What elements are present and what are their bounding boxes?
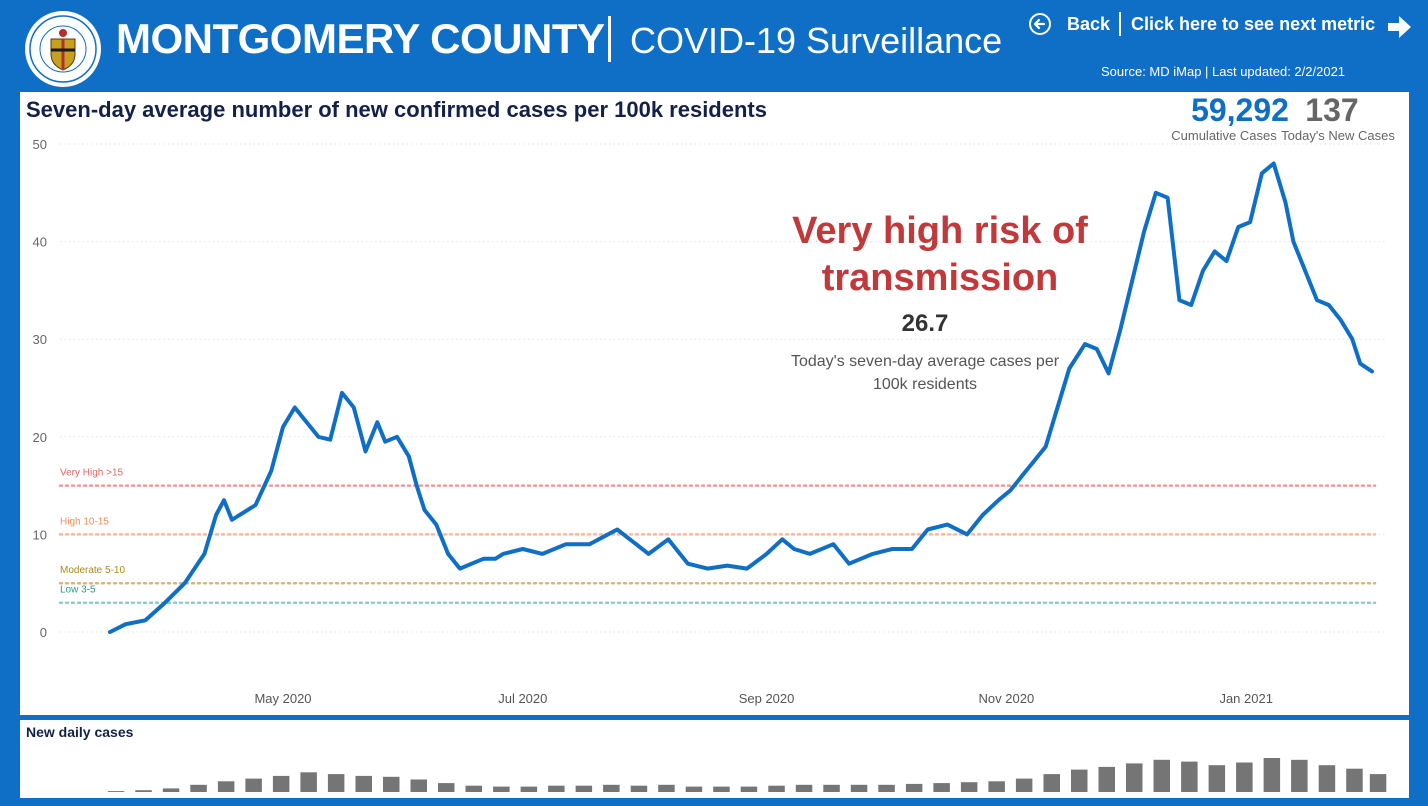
- daily-cases-bar: [1208, 765, 1226, 792]
- daily-cases-panel: New daily cases: [20, 720, 1409, 798]
- current-average-value: 26.7: [901, 310, 949, 337]
- y-tick-label: 10: [33, 527, 47, 542]
- daily-cases-bar: [135, 790, 152, 792]
- title-separator: [608, 16, 611, 62]
- x-tick-label: Jul 2020: [498, 691, 547, 706]
- threshold-label: Very High >15: [60, 468, 124, 479]
- daily-cases-bar: [1318, 765, 1336, 792]
- header: MONTGOMERY COUNTY COVID-19 Surveillance …: [0, 0, 1428, 92]
- daily-cases-bar: [410, 779, 427, 792]
- daily-cases-bar: [768, 785, 785, 792]
- daily-cases-bar: [933, 783, 950, 792]
- daily-cases-bar: [1236, 762, 1253, 792]
- daily-cases-bar: [1015, 778, 1033, 792]
- daily-cases-bar: [685, 786, 703, 792]
- x-tick-label: May 2020: [254, 691, 311, 706]
- x-tick-label: Sep 2020: [739, 691, 795, 706]
- next-arrow-icon[interactable]: [1384, 12, 1414, 42]
- threshold-label: High 10-15: [60, 516, 109, 527]
- daily-cases-bar: [272, 775, 290, 792]
- daily-cases-bar: [465, 785, 482, 792]
- daily-cases-bar: [300, 772, 317, 792]
- y-tick-label: 30: [33, 332, 47, 347]
- daily-cases-bar: [162, 788, 180, 792]
- daily-cases-bar: [438, 783, 455, 792]
- current-average-label: Today's seven-day average cases per 100k…: [790, 353, 1060, 393]
- back-button[interactable]: Back: [1067, 14, 1111, 34]
- daily-cases-bar: [1181, 761, 1198, 792]
- daily-cases-bar: [823, 784, 840, 792]
- y-tick-label: 50: [33, 137, 47, 152]
- y-tick-label: 20: [33, 430, 47, 445]
- county-title: MONTGOMERY COUNTY: [116, 15, 605, 62]
- county-seal-logo: [25, 11, 101, 87]
- daily-cases-bar: [878, 784, 895, 792]
- daily-cases-bar: [548, 785, 565, 792]
- daily-cases-bar: [905, 783, 923, 792]
- daily-cases-bar: [713, 786, 730, 792]
- risk-level-text: Very high risk of transmission: [792, 210, 1088, 299]
- daily-cases-bar: [1263, 758, 1281, 792]
- daily-cases-bar: [740, 786, 758, 792]
- seven-day-average-line: [108, 161, 1374, 634]
- next-metric-button[interactable]: Click here to see next metric: [1131, 14, 1376, 34]
- cumulative-cases-value: 59,292: [1191, 92, 1289, 128]
- x-tick-label: Jan 2021: [1219, 691, 1273, 706]
- daily-cases-chart: [107, 758, 1387, 792]
- y-tick-label: 0: [40, 625, 47, 640]
- threshold-label: Moderate 5-10: [60, 565, 125, 576]
- daily-cases-bar: [1346, 768, 1363, 792]
- nav-separator: [1119, 12, 1121, 36]
- main-chart-panel: 0 10 20 30 40 50 May 2020 Jul 2020 Sep 2020 Nov 2…: [20, 92, 1409, 715]
- threshold-label: Low 3-5: [60, 585, 96, 596]
- todays-new-cases-label: Today's New Cases: [1281, 128, 1395, 143]
- daily-cases-bar: [190, 784, 207, 792]
- daily-cases-bar: [630, 785, 648, 792]
- daily-cases-bar: [493, 786, 510, 792]
- daily-cases-bar: [520, 786, 538, 792]
- daily-cases-bar: [603, 784, 620, 792]
- daily-cases-bar: [383, 776, 400, 792]
- daily-cases-bar: [1153, 759, 1170, 792]
- daily-cases-bar: [658, 784, 675, 792]
- daily-cases-bar: [850, 784, 868, 792]
- daily-cases-bar: [795, 784, 813, 792]
- daily-cases-bar: [1098, 766, 1115, 792]
- daily-cases-bar: [1043, 774, 1060, 792]
- daily-cases-bar: [1369, 774, 1387, 792]
- cumulative-cases-label: Cumulative Cases: [1171, 128, 1277, 143]
- todays-new-cases-value: 137: [1305, 92, 1359, 128]
- daily-cases-bar: [107, 791, 125, 792]
- daily-cases-bar: [217, 781, 235, 792]
- daily-cases-bar: [327, 774, 345, 792]
- seven-day-average-chart: 0 10 20 30 40 50 May 2020 Jul 2020 Sep 2020 Nov 2…: [33, 137, 1385, 706]
- back-arrow-icon[interactable]: [1028, 12, 1052, 36]
- daily-cases-bar: [575, 785, 593, 792]
- daily-cases-bar: [245, 778, 262, 792]
- y-tick-label: 40: [33, 235, 47, 250]
- x-tick-label: Nov 2020: [979, 691, 1035, 706]
- daily-cases-bar: [1071, 769, 1088, 792]
- chart-title: Seven-day average number of new confirme…: [26, 97, 767, 122]
- daily-cases-bar: [355, 775, 372, 792]
- daily-cases-bar: [1126, 763, 1143, 792]
- dashboard-subtitle: COVID-19 Surveillance: [630, 20, 1003, 61]
- daily-cases-title: New daily cases: [26, 724, 134, 740]
- daily-cases-bar: [988, 781, 1005, 792]
- daily-cases-bar: [960, 782, 978, 792]
- daily-cases-bar: [1291, 759, 1308, 792]
- source-and-update: Source: MD iMap | Last updated: 2/2/2021: [1101, 64, 1346, 79]
